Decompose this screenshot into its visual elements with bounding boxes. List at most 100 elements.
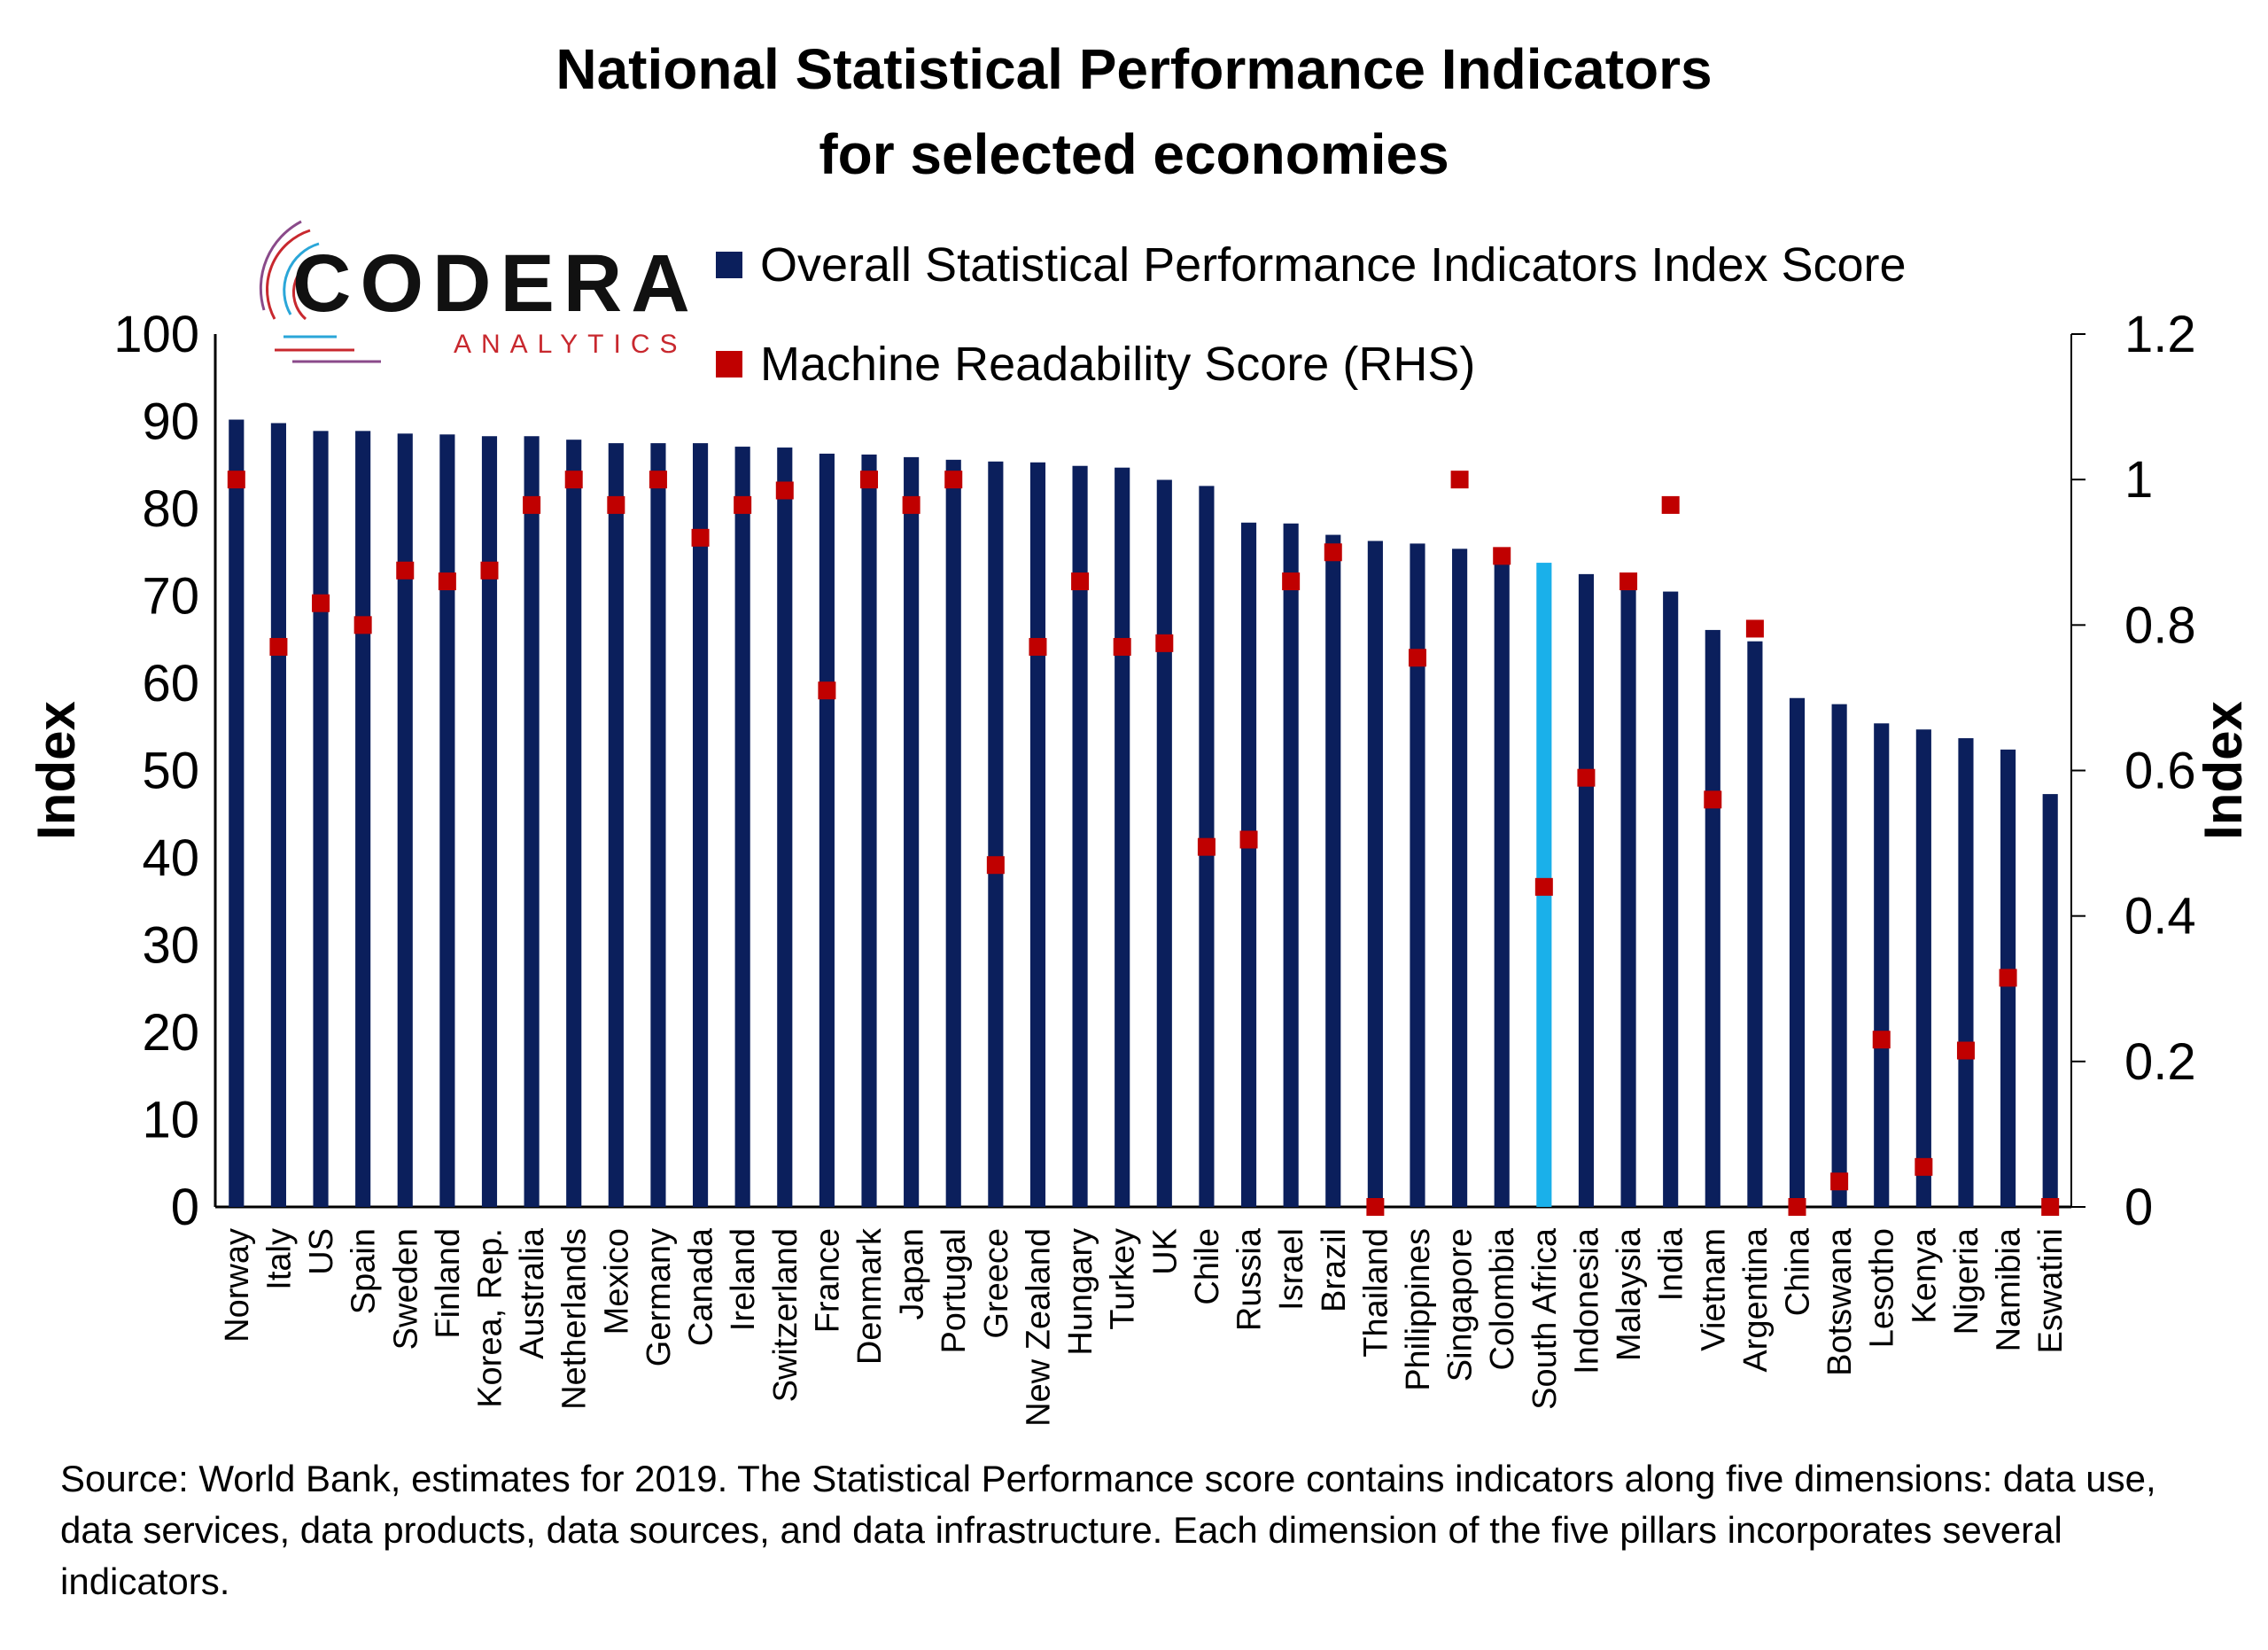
bar — [1620, 579, 1636, 1207]
chart-title: National Statistical Performance Indicat… — [555, 37, 1713, 101]
bar — [2042, 794, 2058, 1207]
legend-item-bars: Overall Statistical Performance Indicato… — [716, 237, 1907, 292]
x-tick-label: Hungary — [1062, 1228, 1099, 1356]
x-tick-label: Colombia — [1484, 1227, 1521, 1370]
bar — [566, 440, 582, 1207]
legend-marker-label: Machine Readability Score (RHS) — [760, 338, 1476, 391]
x-tick-label: France — [809, 1228, 846, 1333]
x-tick-label: Greece — [978, 1228, 1015, 1339]
logo-subtitle: ANALYTICS — [454, 330, 687, 359]
x-tick-label: Sweden — [387, 1228, 424, 1350]
x-tick-label: Australia — [514, 1227, 551, 1359]
bar — [904, 456, 920, 1207]
legend-bar-swatch — [716, 252, 742, 278]
bar — [1283, 523, 1299, 1207]
bar — [524, 436, 540, 1207]
marker-point — [775, 481, 794, 500]
marker-point — [1113, 637, 1131, 656]
logo-wordmark: CODERA — [292, 238, 699, 329]
bar — [819, 453, 835, 1207]
x-tick-label: Canada — [683, 1227, 720, 1346]
x-tick-label: Ireland — [725, 1228, 762, 1331]
bar — [861, 454, 877, 1207]
bar — [1367, 541, 1383, 1207]
bar — [439, 434, 455, 1207]
x-tick-label: Philippines — [1400, 1228, 1437, 1391]
y-axis-title-right: Index — [2194, 701, 2253, 840]
bar — [229, 419, 245, 1207]
y-tick-label-right: 1.2 — [2124, 306, 2196, 363]
marker-point — [1282, 572, 1301, 591]
x-tick-label: New Zealand — [1020, 1228, 1057, 1427]
y-tick-label-left: 50 — [142, 743, 199, 800]
bar — [692, 443, 709, 1207]
bar — [1578, 573, 1595, 1207]
marker-point — [1155, 634, 1174, 652]
x-tick-label: Vietnam — [1695, 1228, 1732, 1351]
marker-point — [1408, 649, 1426, 667]
x-tick-label: Portugal — [936, 1228, 973, 1354]
bar — [734, 447, 750, 1207]
marker-point — [1577, 768, 1596, 787]
marker-point — [1366, 1198, 1385, 1216]
marker-point — [860, 471, 879, 489]
marker-point — [607, 495, 625, 514]
y-tick-label-right: 0.8 — [2124, 596, 2196, 654]
marker-point — [1830, 1172, 1849, 1191]
x-tick-label: Spain — [346, 1228, 383, 1314]
x-tick-label: Botswana — [1821, 1227, 1859, 1376]
x-tick-label: Thailand — [1357, 1228, 1394, 1358]
marker-point — [1999, 969, 2017, 987]
x-tick-label: Korea, Rep. — [471, 1228, 509, 1408]
bar — [1029, 462, 1046, 1207]
x-tick-label: Finland — [430, 1228, 467, 1339]
x-tick-label: Namibia — [1991, 1227, 2028, 1351]
legend-bar-label: Overall Statistical Performance Indicato… — [760, 238, 1907, 292]
bar — [1156, 479, 1172, 1207]
y-tick-label-right: 0 — [2124, 1179, 2153, 1236]
y-axis-title-left: Index — [27, 701, 86, 840]
marker-point — [1029, 637, 1047, 656]
y-tick-label-left: 80 — [142, 480, 199, 538]
bar — [988, 461, 1004, 1207]
y-tick-label-left: 40 — [142, 829, 199, 887]
y-tick-label-right: 0.2 — [2124, 1033, 2196, 1091]
x-tick-label: Japan — [894, 1228, 931, 1320]
bar — [1325, 534, 1341, 1207]
bar — [1410, 543, 1425, 1207]
x-tick-label: Netherlands — [556, 1228, 594, 1410]
y-tick-label-left: 20 — [142, 1004, 199, 1062]
marker-point — [523, 495, 541, 514]
y-tick-label-left: 70 — [142, 568, 199, 626]
marker-point — [353, 616, 372, 634]
bar — [1115, 467, 1130, 1207]
marker-point — [1915, 1157, 1933, 1176]
bar — [355, 431, 371, 1208]
source-footnote: Source: World Bank, estimates for 2019. … — [60, 1458, 2156, 1602]
x-tick-label: US — [303, 1228, 340, 1275]
x-tick-label: Lesotho — [1864, 1228, 1901, 1348]
bar — [1958, 738, 1974, 1207]
marker-point — [1872, 1031, 1891, 1049]
x-tick-label: Israel — [1273, 1228, 1310, 1311]
bar — [270, 423, 286, 1208]
marker-point — [649, 471, 667, 489]
logo-circuit-icon — [259, 220, 381, 363]
marker-point — [396, 561, 415, 580]
bar — [1747, 641, 1763, 1207]
y-tick-label-right: 0.6 — [2124, 743, 2196, 800]
x-tick-label: Argentina — [1737, 1227, 1775, 1373]
marker-point — [438, 572, 456, 591]
y-tick-label-right: 0.4 — [2124, 888, 2196, 946]
marker-point — [269, 637, 288, 656]
bar — [1831, 704, 1847, 1207]
x-tick-label: UK — [1146, 1228, 1184, 1275]
bar — [1240, 522, 1257, 1207]
x-tick-label: India — [1653, 1227, 1690, 1301]
bar — [313, 431, 329, 1208]
legend-item-markers: Machine Readability Score (RHS) — [716, 337, 1475, 392]
x-tick-label: Russia — [1231, 1227, 1269, 1331]
x-tick-label: Chile — [1189, 1228, 1226, 1305]
x-tick-label: Mexico — [598, 1228, 635, 1335]
